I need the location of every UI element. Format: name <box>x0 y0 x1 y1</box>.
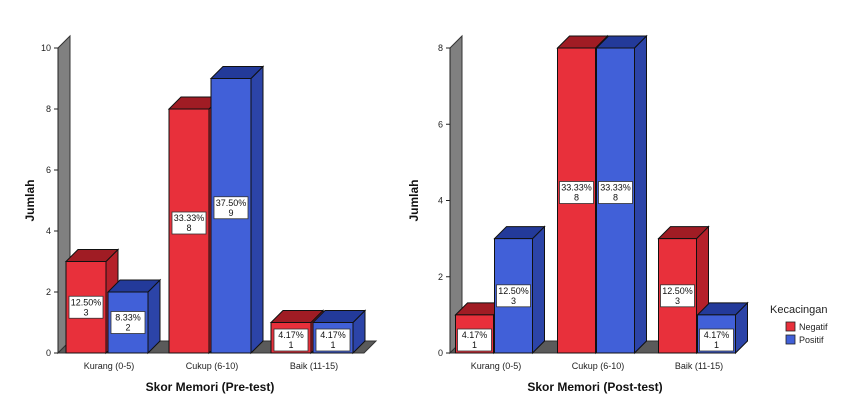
data-label-box <box>660 284 695 308</box>
data-label-box <box>496 284 531 308</box>
legend-label: Negatif <box>799 322 828 332</box>
data-label-percent: 33.33% <box>174 213 205 223</box>
data-label-box <box>213 196 249 220</box>
data-label-count: 3 <box>511 296 516 306</box>
data-label: 12.50%3 <box>68 295 104 319</box>
data-label-percent: 37.50% <box>216 198 247 208</box>
data-label-percent: 8.33% <box>115 313 141 323</box>
data-label: 4.17%1 <box>315 328 351 352</box>
data-label: 37.50%9 <box>213 196 249 220</box>
bar-positif-1: 8.33%2 <box>106 278 162 355</box>
data-label-count: 3 <box>83 307 88 317</box>
data-label-box <box>457 328 492 352</box>
legend-item-negatif: Negatif <box>785 321 828 332</box>
data-label-percent: 4.17% <box>320 330 346 340</box>
bar-side <box>250 65 264 355</box>
y-tick-label: 0 <box>46 348 51 358</box>
data-label: 8.33%2 <box>110 311 146 334</box>
data-label: 4.17%1 <box>273 328 309 352</box>
bar-side <box>634 34 647 355</box>
bar-side <box>147 278 161 355</box>
x-tick-label: Cukup (6-10) <box>572 361 625 371</box>
axis-wall <box>449 34 463 355</box>
y-tick-label: 4 <box>438 196 443 206</box>
data-label: 4.17%1 <box>699 328 734 352</box>
bar-positif-1: 12.50%3 <box>493 225 546 355</box>
y-tick-label: 6 <box>438 119 443 129</box>
x-tick-label: Baik (11-15) <box>675 361 723 371</box>
data-label: 33.33%8 <box>559 181 594 204</box>
y-axis-title: Jumlah <box>407 179 421 221</box>
legend-item-positif: Positif <box>785 334 824 345</box>
bar-positif-3: 4.17%1 <box>696 301 749 355</box>
data-label-box <box>559 181 594 204</box>
data-label-percent: 33.33% <box>561 183 592 193</box>
data-label-percent: 12.50% <box>71 297 102 307</box>
data-label-count: 2 <box>125 323 130 333</box>
bar-positif-2: 33.33%8 <box>595 34 648 355</box>
data-label-percent: 4.17% <box>704 330 730 340</box>
data-label: 12.50%3 <box>496 284 531 308</box>
y-axis-title: Jumlah <box>23 179 37 221</box>
x-axis-title: Skor Memori (Post-test) <box>527 380 662 394</box>
data-label-percent: 33.33% <box>600 183 631 193</box>
data-label-count: 1 <box>472 340 477 350</box>
y-tick-label: 8 <box>438 43 443 53</box>
x-tick-label: Kurang (0-5) <box>84 361 135 371</box>
y-tick-label: 2 <box>46 287 51 297</box>
bar-side <box>532 225 545 355</box>
data-label-percent: 12.50% <box>662 286 693 296</box>
data-label-count: 8 <box>574 193 579 203</box>
x-tick-label: Cukup (6-10) <box>186 361 239 371</box>
bar-positif-3: 4.17%1 <box>311 309 367 355</box>
data-label-count: 9 <box>228 208 233 218</box>
y-tick-label: 4 <box>46 226 51 236</box>
legend-title: Kecacingan <box>770 304 828 316</box>
data-label: 33.33%8 <box>171 211 207 235</box>
data-label-percent: 12.50% <box>498 286 529 296</box>
data-label-box <box>171 211 207 235</box>
y-tick-label: 2 <box>438 272 443 282</box>
data-label-box <box>110 311 146 334</box>
data-label: 33.33%8 <box>598 181 633 204</box>
data-label-box <box>699 328 734 352</box>
data-label-box <box>68 295 104 319</box>
legend-label: Positif <box>799 335 824 345</box>
legend: Kecacingan Negatif Positif <box>770 304 828 345</box>
data-label-count: 1 <box>288 340 293 350</box>
data-label-percent: 4.17% <box>278 330 304 340</box>
legend-swatch <box>785 321 796 332</box>
data-label-count: 1 <box>714 340 719 350</box>
data-label: 12.50%3 <box>660 284 695 308</box>
data-label-box <box>273 328 309 352</box>
y-tick-label: 0 <box>438 348 443 358</box>
data-label-count: 8 <box>613 193 618 203</box>
x-axis-title: Skor Memori (Pre-test) <box>146 380 275 394</box>
data-label: 4.17%1 <box>457 328 492 352</box>
data-label-count: 8 <box>186 223 191 233</box>
data-label-box <box>315 328 351 352</box>
y-tick-label: 6 <box>46 165 51 175</box>
data-label-box <box>598 181 633 204</box>
y-tick-label: 8 <box>46 104 51 114</box>
legend-swatch <box>785 334 796 345</box>
data-label-percent: 4.17% <box>462 330 488 340</box>
x-tick-label: Kurang (0-5) <box>471 361 522 371</box>
data-label-count: 1 <box>330 340 335 350</box>
x-tick-label: Baik (11-15) <box>290 361 338 371</box>
y-tick-label: 10 <box>41 43 51 53</box>
data-label-count: 3 <box>675 296 680 306</box>
bar-positif-2: 37.50%9 <box>209 65 265 355</box>
